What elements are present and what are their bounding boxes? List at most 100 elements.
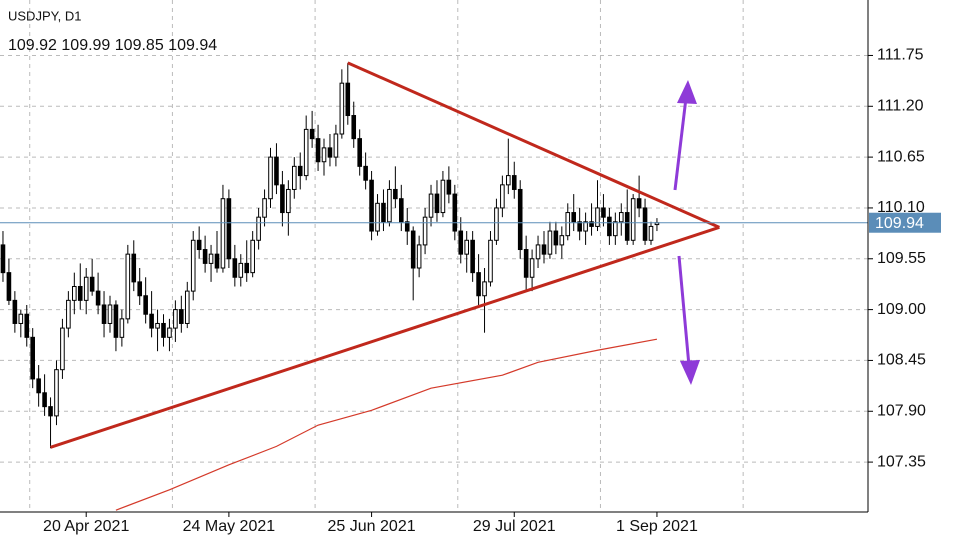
- candle-body: [280, 184, 285, 214]
- x-tick-label: 24 May 2021: [183, 518, 276, 535]
- arrow-up-shaft: [673, 97, 688, 191]
- candle-body: [470, 239, 475, 274]
- candle-body: [375, 202, 380, 232]
- candle-body: [256, 216, 261, 241]
- candle-body: [494, 207, 499, 241]
- candle-body: [107, 304, 113, 324]
- candle-body: [488, 239, 493, 283]
- candle-body: [547, 230, 553, 255]
- candle-body: [167, 327, 172, 338]
- candle-body: [422, 216, 428, 246]
- candle-body: [83, 276, 89, 301]
- candle-body: [452, 193, 458, 232]
- candle-body: [648, 225, 654, 241]
- candle-body: [482, 281, 487, 297]
- candle-body: [232, 258, 238, 278]
- candle-body: [601, 207, 606, 218]
- candle-body: [529, 258, 535, 278]
- candle-body: [624, 212, 630, 241]
- candle-body: [387, 188, 392, 223]
- candle-body: [559, 235, 565, 246]
- arrow-down-head: [680, 360, 700, 385]
- candle-body: [119, 318, 125, 338]
- candle-body: [583, 221, 588, 232]
- open-value: 109.92: [8, 37, 57, 54]
- direction-arrows: [673, 80, 700, 385]
- moving-average: [115, 338, 658, 511]
- candle-body: [541, 244, 547, 255]
- candle-body: [595, 207, 600, 227]
- candle-body: [125, 253, 131, 320]
- candle-body: [642, 207, 648, 241]
- y-tick-label: 111.20: [877, 98, 924, 115]
- candle-body: [506, 175, 511, 186]
- candle-body: [476, 272, 481, 297]
- candle-body: [517, 188, 523, 251]
- candle-body: [268, 156, 273, 200]
- y-tick-label: 109.55: [877, 250, 926, 267]
- candle-body: [613, 221, 618, 237]
- candle-body: [77, 285, 83, 301]
- candle-body: [381, 202, 386, 223]
- trendline: [347, 61, 720, 229]
- x-tick-label: 29 Jul 2021: [473, 518, 556, 535]
- candle-body: [6, 272, 12, 301]
- candle-body: [393, 188, 398, 200]
- close-value: 109.94: [168, 37, 217, 54]
- candle-body: [190, 239, 196, 292]
- candle-body: [286, 188, 291, 214]
- candle-body: [535, 244, 541, 260]
- candle-body: [18, 313, 24, 324]
- candle-body: [184, 290, 190, 324]
- candle-body: [434, 193, 440, 214]
- candle-body: [523, 249, 529, 278]
- candle-body: [30, 336, 35, 380]
- chart-title: USDJPY, D1: [8, 8, 81, 23]
- candle-body: [179, 309, 184, 324]
- candle-body: [24, 313, 30, 338]
- candle-body: [428, 193, 434, 218]
- candle-body: [399, 198, 404, 223]
- price-label-box: [869, 212, 941, 233]
- candle-body: [327, 147, 333, 158]
- candle-body: [565, 212, 571, 237]
- candle-body: [101, 304, 107, 324]
- candle-body: [309, 128, 315, 140]
- y-tick-label: 110.10: [877, 199, 925, 216]
- candle-body: [214, 253, 220, 269]
- ohlc-readout: 109.92 109.99 109.85 109.94: [8, 37, 217, 54]
- candle-body: [410, 230, 416, 269]
- candle-body: [66, 299, 71, 329]
- candle-body: [244, 262, 250, 274]
- candle-body: [196, 239, 202, 251]
- candle-body: [303, 128, 309, 177]
- high-value: 109.99: [61, 37, 110, 54]
- candle-body: [89, 276, 95, 292]
- candle-body: [161, 322, 166, 338]
- candle-body: [220, 198, 226, 269]
- candle-body: [500, 184, 505, 209]
- candle-body: [369, 179, 374, 232]
- candle-body: [291, 165, 297, 190]
- trendline: [50, 225, 720, 449]
- low-value: 109.85: [115, 37, 164, 54]
- candle-body: [357, 138, 362, 167]
- candle-body: [458, 230, 464, 255]
- candle-body: [72, 285, 77, 301]
- candle-body: [54, 369, 59, 417]
- y-tick-label: 109.00: [877, 301, 926, 318]
- candle-body: [363, 165, 368, 181]
- x-tick-label: 1 Sep 2021: [616, 518, 698, 535]
- candle-body: [42, 392, 47, 408]
- candle-body: [262, 198, 267, 218]
- x-tick-label: 25 Jun 2021: [328, 518, 416, 535]
- candle-body: [226, 198, 232, 260]
- candle-body: [333, 133, 339, 158]
- arrow-down-shaft: [677, 255, 691, 367]
- candle-body: [274, 156, 279, 186]
- candle-body: [416, 244, 422, 269]
- candle-body: [36, 378, 41, 394]
- candle-body: [137, 281, 143, 297]
- candle-body: [297, 165, 303, 177]
